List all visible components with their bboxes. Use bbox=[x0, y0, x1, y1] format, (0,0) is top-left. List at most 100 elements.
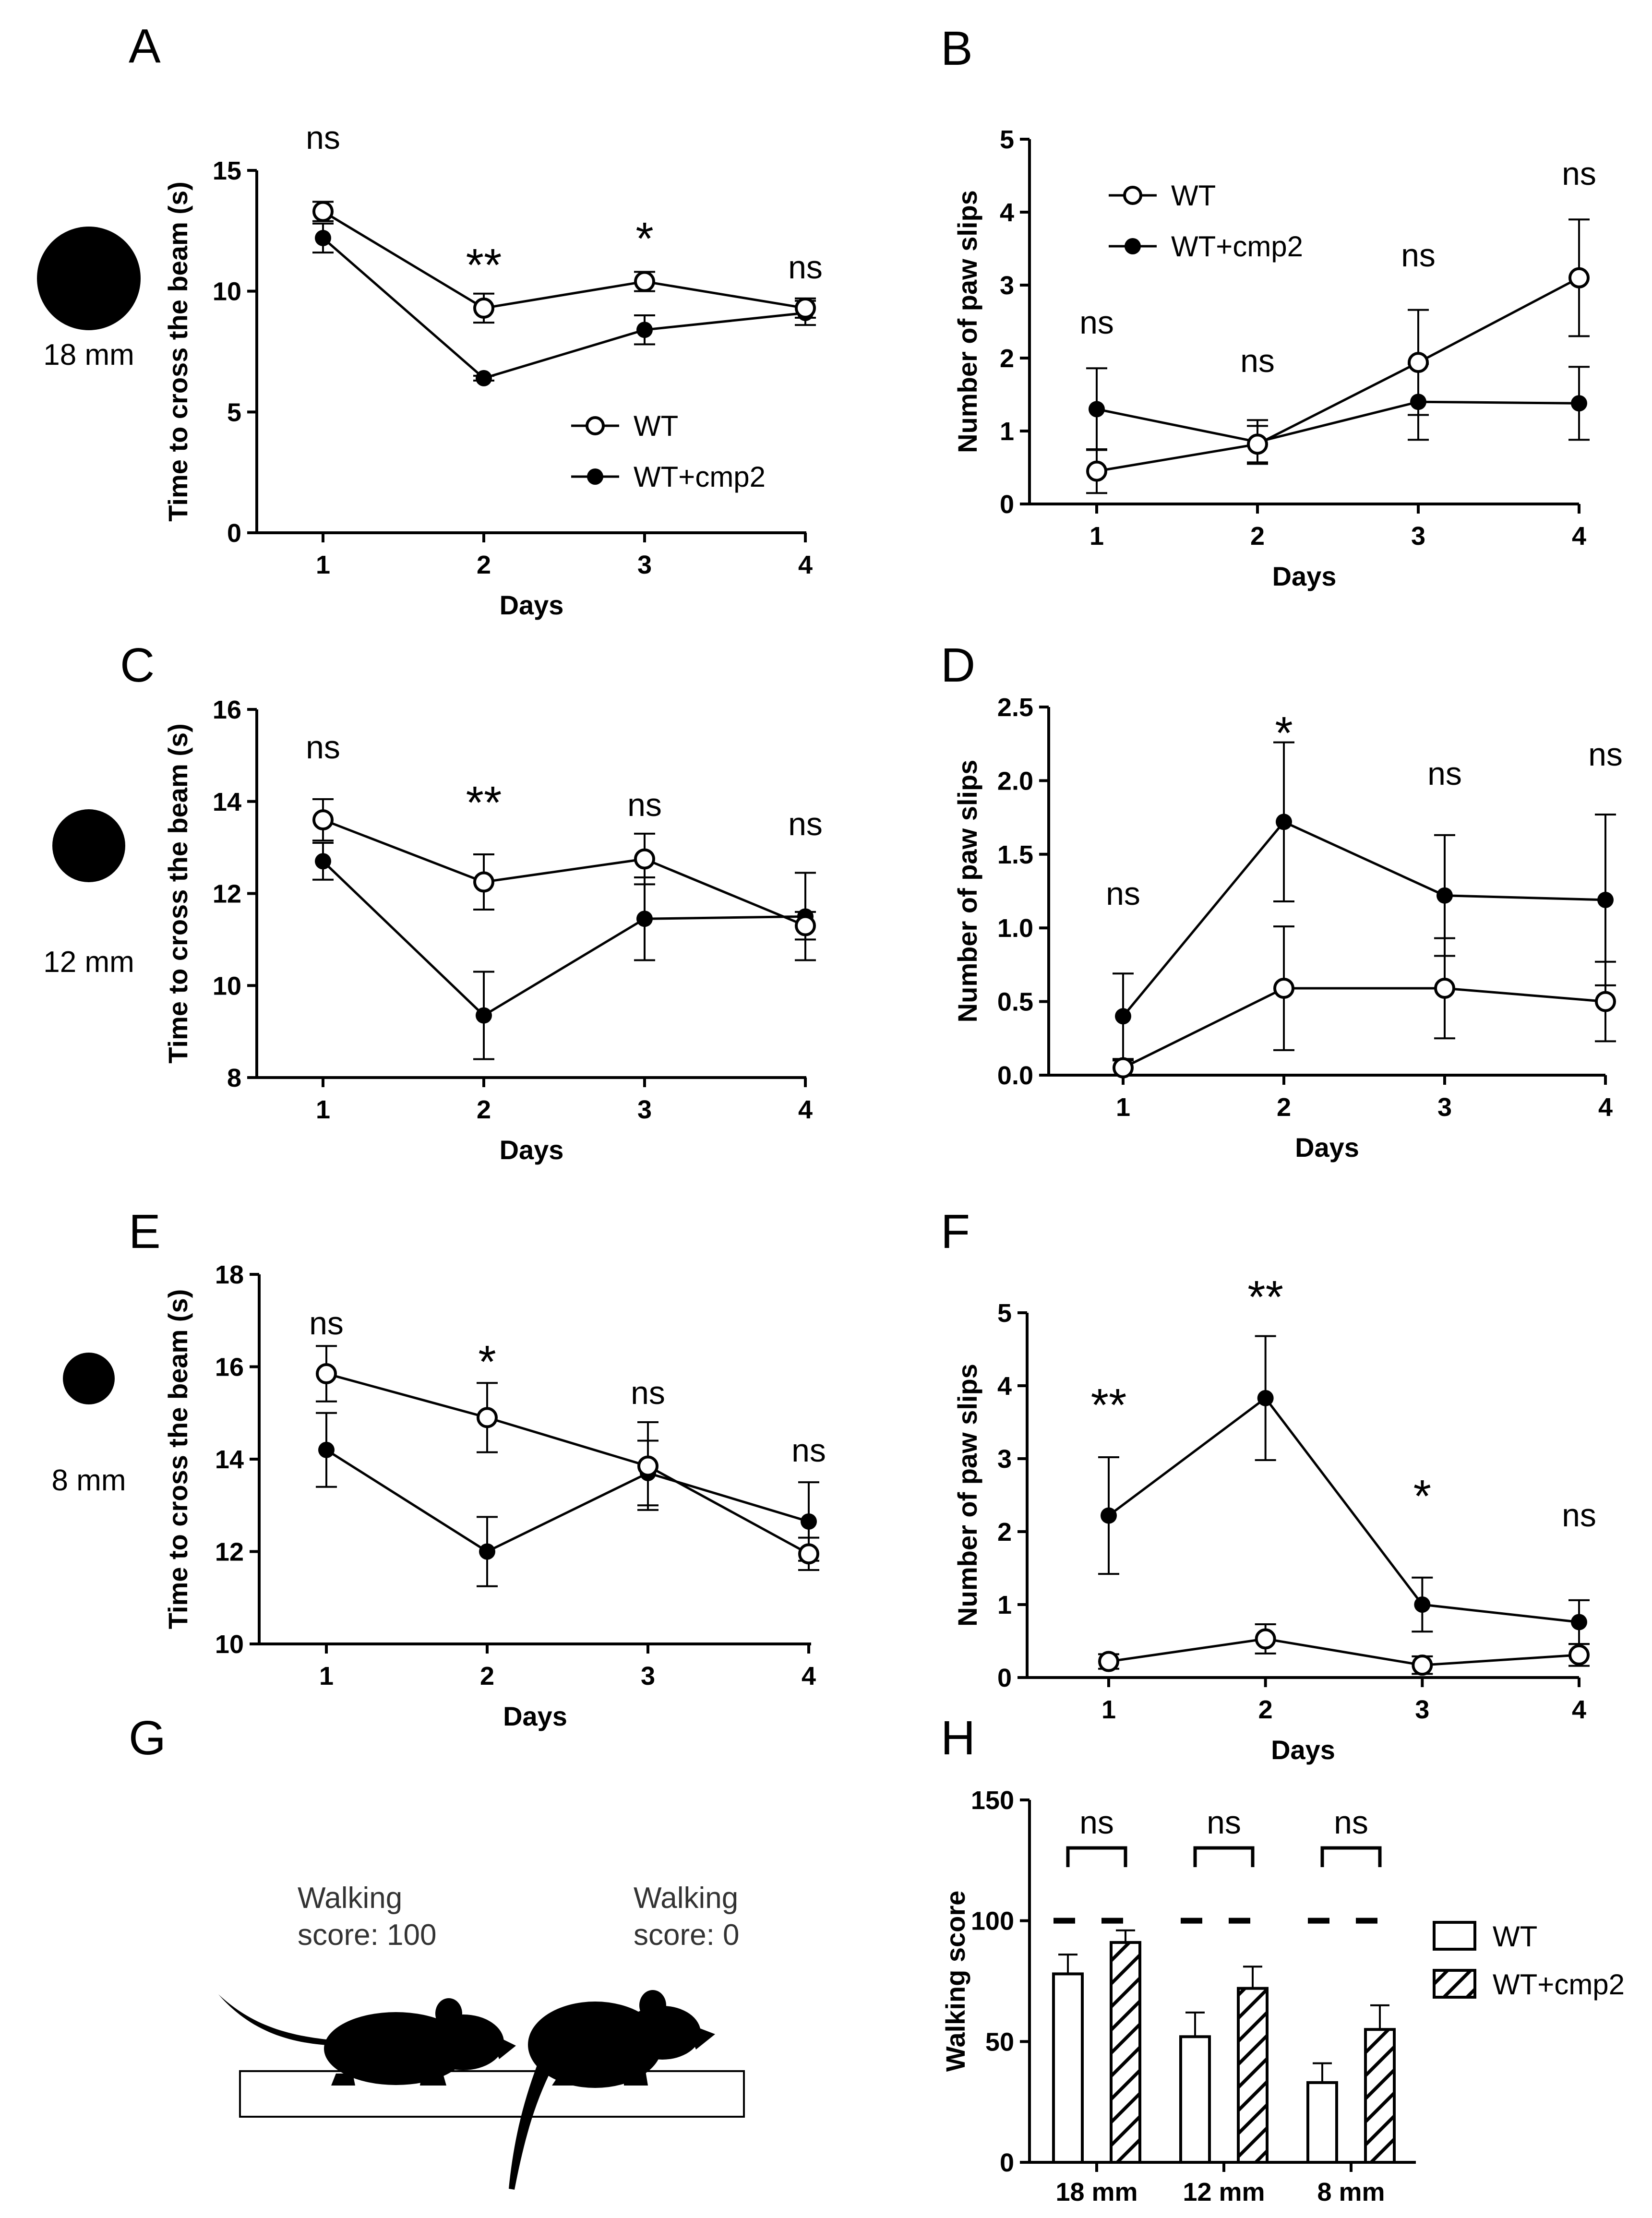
significance-label: ns bbox=[791, 1432, 826, 1469]
chart-panel-b: 0 1 2 3 4 5 1 2 3 4 Days Number of paw slips ns ns ns n… bbox=[952, 125, 1596, 591]
data-point-wt bbox=[1568, 267, 1590, 288]
y-tick-label: 12 bbox=[215, 1538, 244, 1567]
x-tick-label: 2 bbox=[1250, 522, 1265, 551]
y-tick-label: 0 bbox=[1000, 2148, 1014, 2177]
data-point-wt bbox=[1408, 352, 1429, 373]
x-tick-label: 4 bbox=[1572, 522, 1586, 551]
y-tick-label: 0 bbox=[227, 519, 241, 548]
y-tick-label: 50 bbox=[985, 2027, 1014, 2056]
mouse-slipping-off-beam bbox=[509, 1990, 715, 2190]
x-tick-label: 3 bbox=[637, 551, 652, 579]
y-tick-label: 0 bbox=[1000, 490, 1014, 519]
y-tick-label: 5 bbox=[227, 398, 241, 427]
y-tick-label: 10 bbox=[213, 277, 241, 306]
x-category-label: 18 mm bbox=[1055, 2178, 1137, 2206]
x-tick-label: 1 bbox=[1089, 522, 1104, 551]
significance-label: * bbox=[478, 1336, 496, 1388]
y-tick-label: 4 bbox=[1000, 198, 1014, 227]
mouse-walking-on-beam bbox=[218, 1994, 516, 2086]
panel-letter-a: A bbox=[129, 19, 161, 73]
data-point-cmp2 bbox=[801, 1513, 817, 1530]
y-tick-label: 1 bbox=[997, 1591, 1012, 1619]
data-point-wt bbox=[1434, 977, 1455, 999]
data-point-cmp2 bbox=[1115, 1008, 1131, 1025]
data-point-cmp2 bbox=[1257, 1390, 1274, 1406]
y-tick-label: 5 bbox=[997, 1299, 1012, 1328]
bar-cmp2 bbox=[1364, 2028, 1396, 2164]
y-axis-title: Number of paw slips bbox=[952, 760, 982, 1023]
data-point-cmp2 bbox=[476, 1007, 492, 1024]
x-tick-label: 3 bbox=[1437, 1093, 1452, 1122]
significance-label: * bbox=[635, 213, 653, 264]
walking-score-high-label-line1: Walking bbox=[298, 1882, 402, 1915]
series-line-wt bbox=[1122, 987, 1606, 1069]
y-axis-title: Number of paw slips bbox=[952, 1364, 982, 1627]
data-point-wt bbox=[312, 809, 334, 831]
y-tick-label: 2.5 bbox=[997, 693, 1033, 722]
x-tick-label: 1 bbox=[316, 551, 330, 579]
y-tick-label: 16 bbox=[215, 1353, 244, 1382]
x-tick-label: 2 bbox=[480, 1662, 494, 1690]
bar-wt bbox=[1052, 1972, 1084, 2164]
panel-letter-b: B bbox=[941, 22, 973, 75]
x-tick-label: 2 bbox=[477, 551, 491, 579]
x-category-label: 8 mm bbox=[1317, 2178, 1385, 2206]
y-tick-label: 0 bbox=[997, 1664, 1012, 1692]
y-tick-label: 12 bbox=[213, 880, 241, 909]
walking-score-illustration: Walking score: 100 Walking score: 0 bbox=[218, 1882, 745, 2190]
x-axis-title: Days bbox=[1295, 1132, 1359, 1163]
series-line-cmp2 bbox=[1096, 400, 1580, 444]
significance-label: ** bbox=[466, 240, 502, 291]
y-axis-title: Time to cross the beam (s) bbox=[163, 1289, 193, 1630]
significance-label: ns bbox=[1334, 1804, 1368, 1841]
y-tick-label: 3 bbox=[1000, 271, 1014, 300]
x-tick-label: 4 bbox=[798, 551, 813, 579]
legend-cmp2-swatch bbox=[1433, 1969, 1476, 1999]
data-point-wt bbox=[312, 201, 334, 222]
y-tick-label: 150 bbox=[971, 1786, 1014, 1815]
panel-letter-h: H bbox=[941, 1711, 975, 1765]
significance-label: ns bbox=[788, 249, 823, 286]
y-axis-title: Time to cross the beam (s) bbox=[163, 723, 193, 1064]
y-tick-label: 1 bbox=[1000, 417, 1014, 446]
series-line-cmp2 bbox=[325, 1449, 809, 1553]
data-point-cmp2 bbox=[1414, 1596, 1431, 1613]
beam-size-label-12mm: 12 mm bbox=[43, 946, 134, 979]
x-tick-label: 1 bbox=[319, 1662, 334, 1690]
data-point-wt bbox=[1568, 1644, 1590, 1666]
significance-label: ns bbox=[1240, 343, 1275, 379]
y-tick-label: 1.0 bbox=[997, 914, 1033, 943]
chart-panel-a: 0 5 10 15 1 2 3 4 Days Time to cross the beam (s)… bbox=[163, 120, 823, 620]
significance-label: ns bbox=[1562, 1497, 1596, 1534]
data-point-wt bbox=[473, 297, 494, 319]
beam-size-circle-8mm bbox=[63, 1353, 115, 1404]
data-point-wt bbox=[1098, 1651, 1119, 1672]
data-point-wt bbox=[634, 848, 655, 870]
x-tick-label: 4 bbox=[802, 1662, 816, 1690]
walking-score-low-label-line1: Walking bbox=[634, 1882, 738, 1915]
series-line-cmp2 bbox=[1122, 820, 1606, 1017]
data-point-wt bbox=[1086, 460, 1107, 482]
data-point-cmp2 bbox=[1410, 394, 1426, 410]
panel-letter-e: E bbox=[129, 1205, 161, 1259]
y-tick-label: 10 bbox=[213, 971, 241, 1000]
x-axis-title: Days bbox=[1272, 561, 1337, 591]
x-axis-title: Days bbox=[1271, 1735, 1335, 1765]
data-point-wt bbox=[1255, 1628, 1276, 1650]
significance-label: ns bbox=[1079, 1804, 1114, 1841]
walking-score-low-label-line2: score: 0 bbox=[634, 1918, 740, 1952]
data-point-cmp2 bbox=[1571, 1614, 1587, 1631]
significance-label: ** bbox=[466, 777, 502, 828]
beam-size-label-8mm: 8 mm bbox=[52, 1464, 126, 1497]
x-tick-label: 4 bbox=[1598, 1093, 1613, 1122]
bar-wt bbox=[1306, 2081, 1338, 2164]
y-tick-label: 0.5 bbox=[997, 988, 1033, 1017]
series-line-wt bbox=[326, 1372, 810, 1555]
significance-bracket bbox=[1320, 1846, 1382, 1867]
legend-wt-label: WT bbox=[1171, 180, 1216, 212]
beam bbox=[239, 2070, 745, 2118]
data-point-cmp2 bbox=[315, 853, 331, 870]
x-axis-title: Days bbox=[503, 1701, 567, 1731]
